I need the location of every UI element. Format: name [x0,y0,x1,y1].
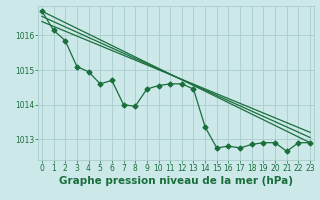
X-axis label: Graphe pression niveau de la mer (hPa): Graphe pression niveau de la mer (hPa) [59,176,293,186]
